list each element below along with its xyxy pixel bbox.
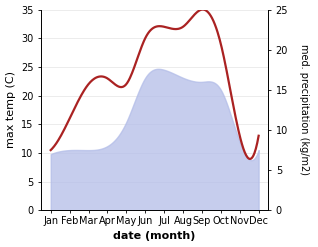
Y-axis label: med. precipitation (kg/m2): med. precipitation (kg/m2) xyxy=(299,44,309,175)
Y-axis label: max temp (C): max temp (C) xyxy=(5,71,16,148)
X-axis label: date (month): date (month) xyxy=(114,231,196,242)
